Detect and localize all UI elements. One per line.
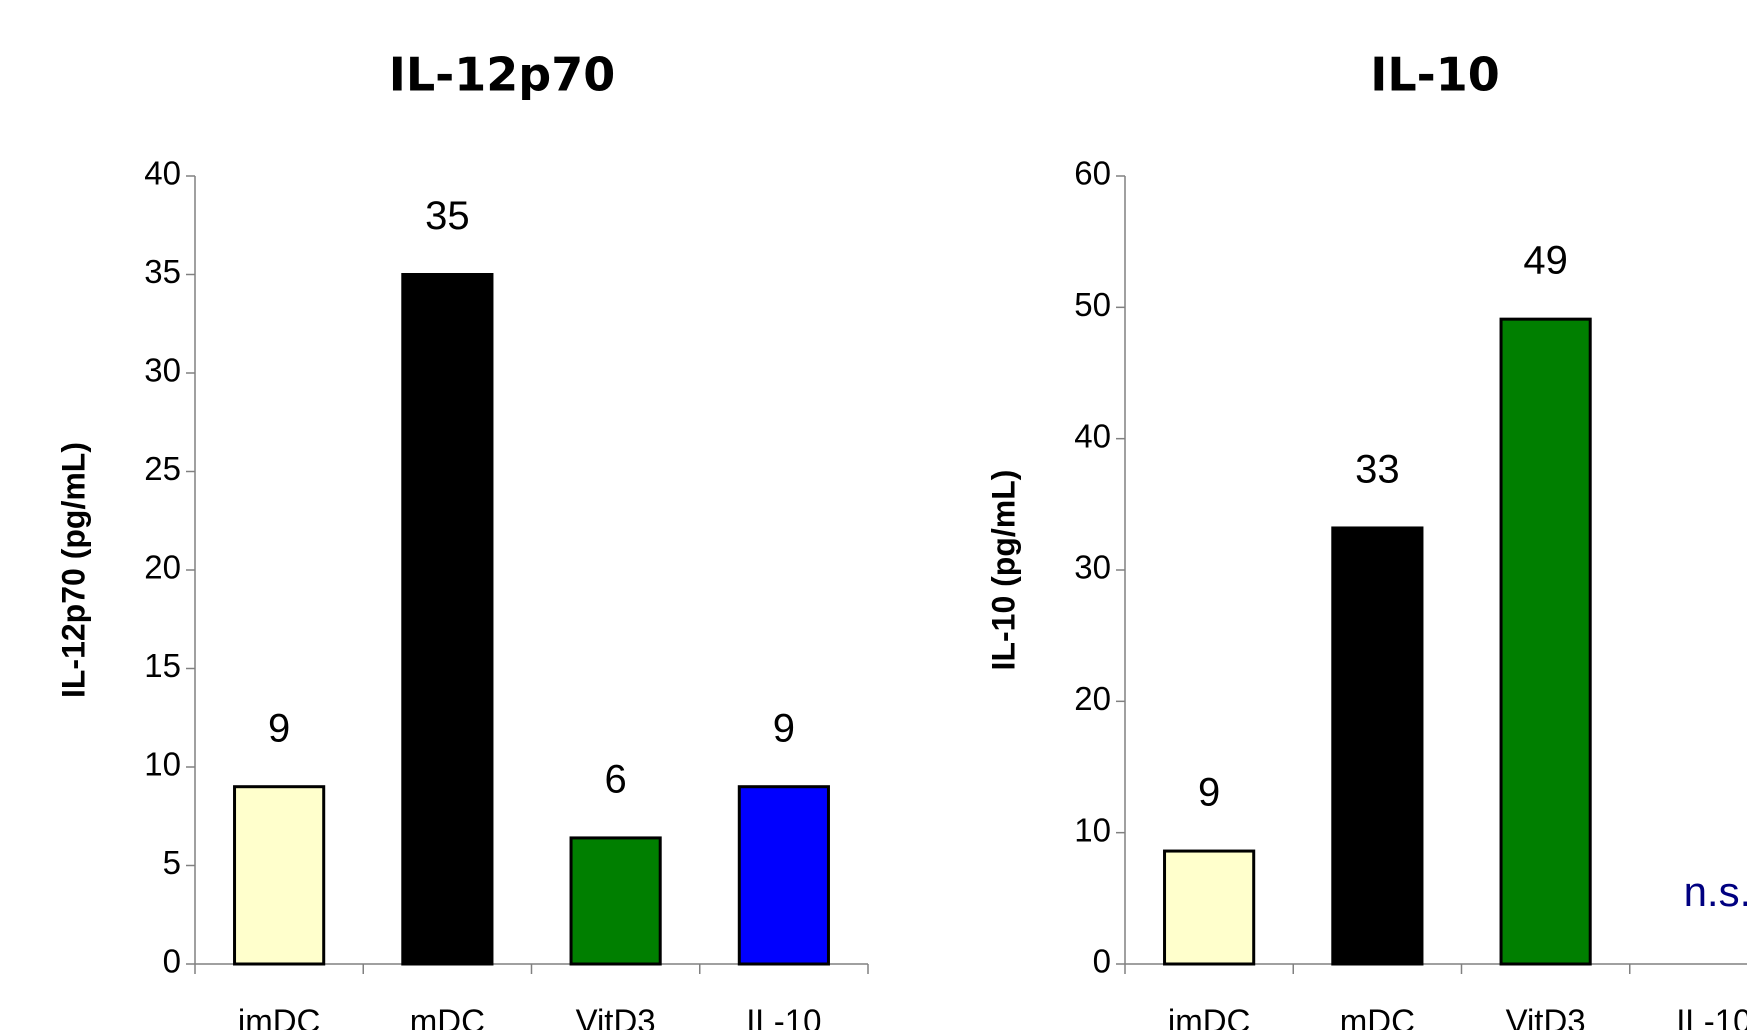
y-tick-label: 40 <box>144 155 181 192</box>
value-label: 9 <box>268 706 290 750</box>
x-tick-label: imDC <box>1168 1003 1250 1030</box>
y-tick-label: 15 <box>144 647 181 684</box>
y-tick-label: 40 <box>1074 417 1111 454</box>
y-tick-label: 35 <box>144 253 181 290</box>
y-tick-label: 0 <box>1093 943 1111 980</box>
annotation: n.s. <box>1684 868 1747 915</box>
y-axis-title: IL-10 (pg/mL) <box>985 470 1021 671</box>
y-tick-label: 30 <box>1074 549 1111 586</box>
y-tick-label: 20 <box>1074 680 1111 717</box>
y-tick-label: 60 <box>1074 155 1111 192</box>
bar <box>1331 526 1424 966</box>
y-tick-label: 50 <box>1074 286 1111 323</box>
value-label: 35 <box>425 194 470 238</box>
x-tick-label: IL-10 <box>1676 1003 1747 1030</box>
bar <box>737 785 830 966</box>
x-tick-label: mDC <box>1340 1003 1415 1030</box>
bar <box>1163 849 1256 966</box>
bar <box>401 273 494 966</box>
y-tick-label: 10 <box>144 746 181 783</box>
bar <box>569 836 662 966</box>
y-tick-label: 5 <box>163 844 181 881</box>
y-tick-label: 25 <box>144 450 181 487</box>
y-tick-label: 0 <box>163 943 181 980</box>
x-tick-label: VitD3 <box>1506 1003 1586 1030</box>
x-tick-label: imDC <box>238 1003 320 1030</box>
y-axis-title: IL-12p70 (pg/mL) <box>55 442 91 698</box>
value-label: 9 <box>1198 771 1220 815</box>
y-tick-label: 30 <box>144 352 181 389</box>
x-tick-label: IL-10 <box>746 1003 821 1030</box>
value-label: 6 <box>605 757 627 801</box>
value-label: 33 <box>1355 448 1400 492</box>
x-tick-label: VitD3 <box>576 1003 656 1030</box>
bar <box>1499 317 1592 966</box>
value-label: 49 <box>1523 239 1568 283</box>
y-tick-label: 10 <box>1074 811 1111 848</box>
value-label: 9 <box>773 706 795 750</box>
y-tick-label: 20 <box>144 549 181 586</box>
bar <box>233 785 326 966</box>
chart-title: IL-10 <box>1370 48 1500 102</box>
chart-title: IL-12p70 <box>389 48 615 102</box>
x-tick-label: mDC <box>410 1003 485 1030</box>
